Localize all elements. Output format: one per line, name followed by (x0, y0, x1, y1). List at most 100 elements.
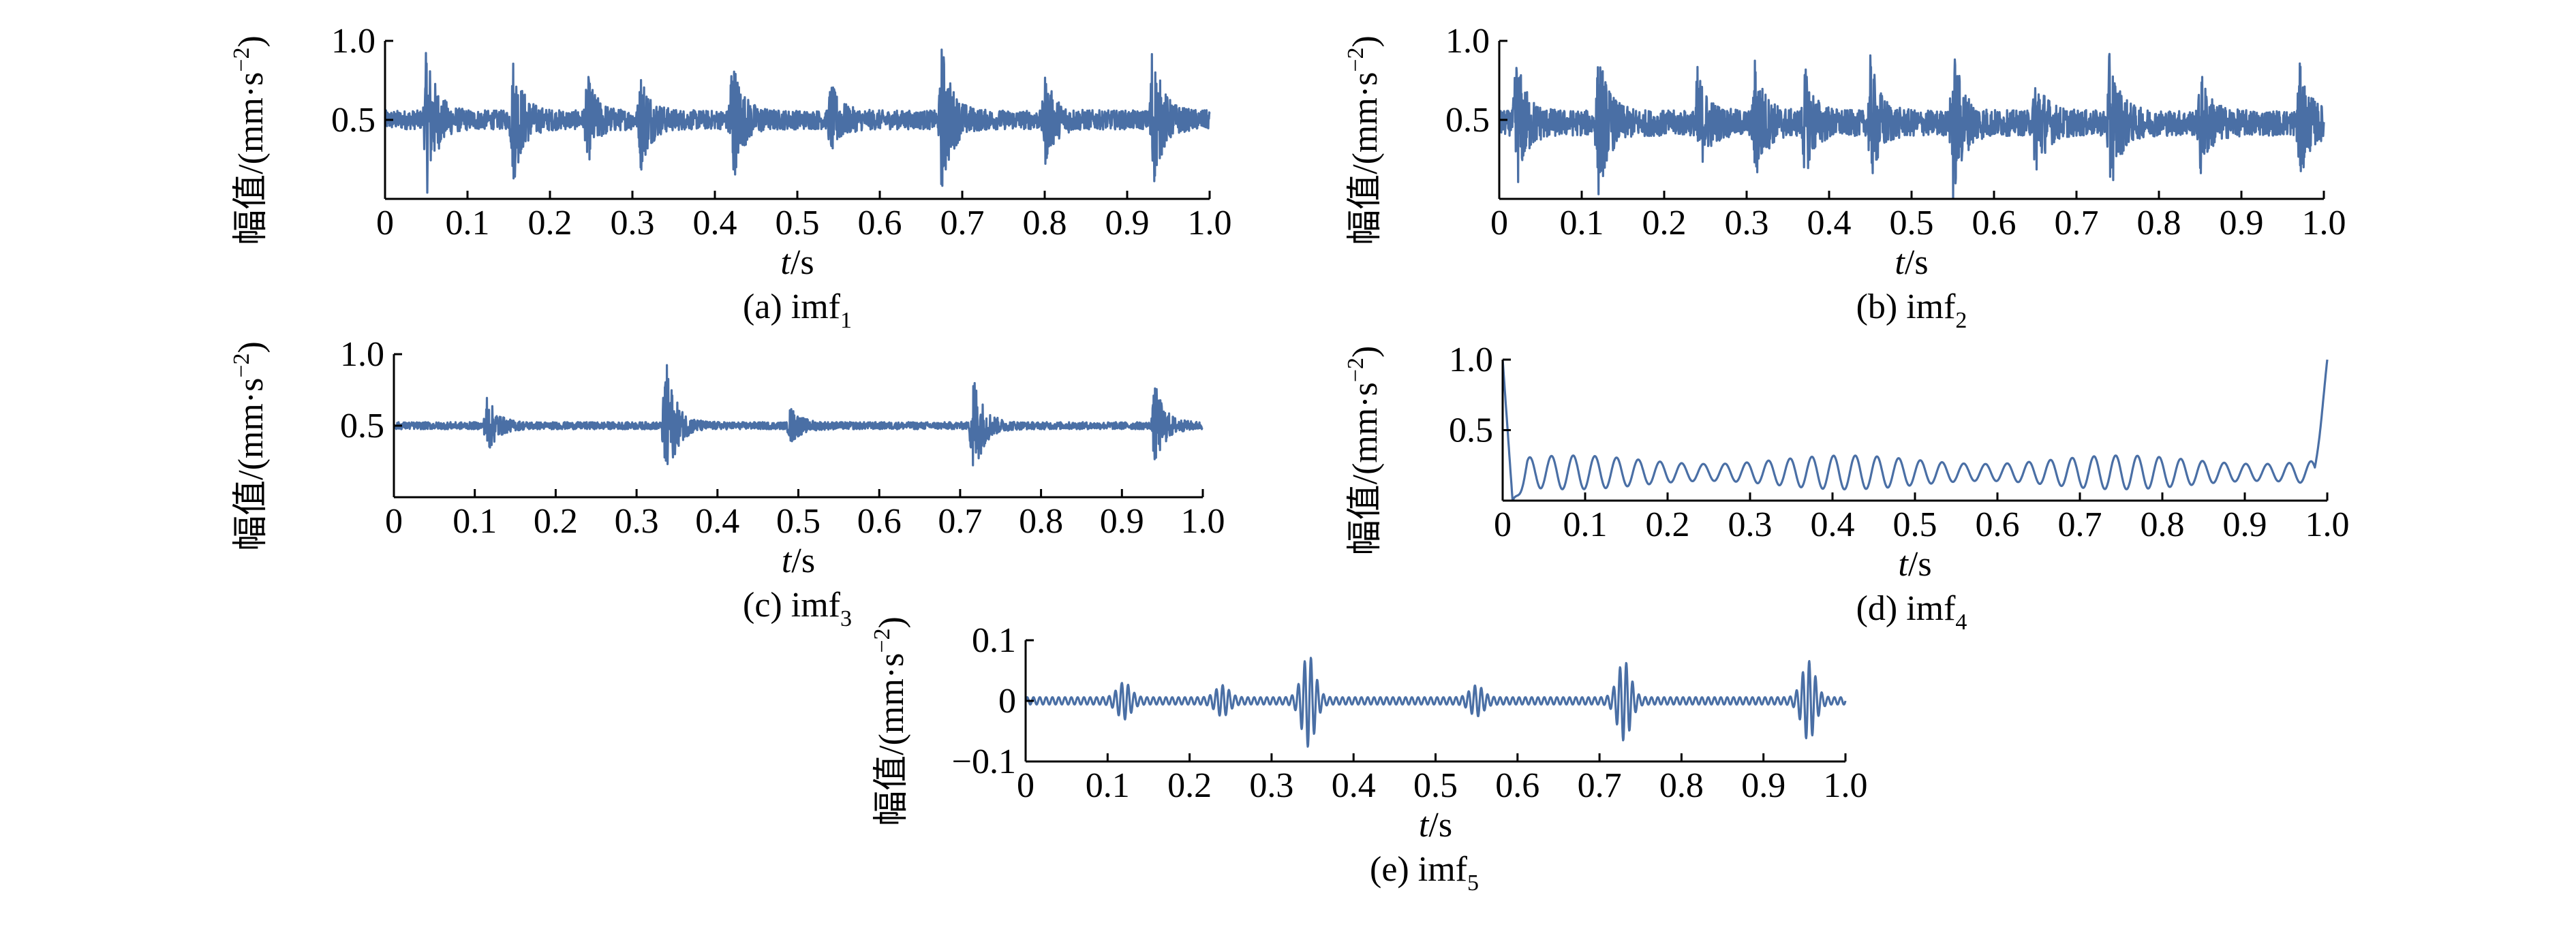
panel-caption: (c) imf3 (743, 586, 852, 631)
x-tick-label: 0.8 (1023, 204, 1067, 242)
y-tick-label: 1.0 (1445, 22, 1490, 61)
x-axis-label-unit: /s (791, 541, 815, 580)
y-axis-label-end: ) (1346, 35, 1385, 47)
y-tick-label: −0.1 (952, 742, 1016, 781)
x-tick-label: 0.6 (857, 502, 902, 541)
x-axis-label: t/s (1895, 243, 1928, 282)
x-axis-label-unit: /s (1428, 806, 1452, 845)
y-tick-label: 0.5 (340, 407, 384, 445)
y-axis-label: 幅值/(mm·s−2) (1343, 346, 1385, 556)
x-axis-label-var: t (1419, 806, 1430, 845)
x-tick-label: 0.9 (2223, 505, 2267, 544)
y-axis-label-end: ) (1346, 346, 1385, 358)
x-tick-label: 0.3 (1725, 204, 1769, 242)
panel-caption: (d) imf4 (1856, 589, 1967, 635)
y-tick-label: 0.5 (331, 101, 375, 140)
y-tick-label: 0 (998, 682, 1016, 721)
panel-caption: (e) imf5 (1370, 850, 1479, 896)
series-line (1498, 52, 2325, 200)
x-tick-label: 0.4 (693, 204, 737, 242)
x-tick-label: 0.9 (2220, 204, 2264, 242)
panel-caption: (a) imf1 (743, 287, 852, 333)
x-tick-label: 0.4 (1807, 204, 1852, 242)
chart-panel-2: 0 0.1 0.2 0.3 0.4 0.5 0.6 0.7 0.8 0.9 1.01.00.5t/s… (1343, 22, 2346, 333)
x-tick-label: 0.2 (1646, 505, 1690, 544)
x-tick-label: 0.9 (1741, 766, 1785, 805)
x-tick-label: 0.2 (1167, 766, 1212, 805)
x-tick-label: 0 (1490, 204, 1508, 242)
x-tick-label: 0.5 (776, 204, 820, 242)
y-axis-label-text: 幅值/(mm·s (232, 378, 271, 551)
x-tick-label: 0.7 (1578, 766, 1622, 805)
panel-caption: (b) imf2 (1856, 287, 1967, 333)
panel-caption-subscript: 5 (1467, 870, 1479, 896)
panel-caption-text: (b) imf (1856, 287, 1957, 326)
x-tick-label: 1.0 (1824, 766, 1868, 805)
x-tick-label: 0.1 (453, 502, 497, 541)
y-axis-label-text: 幅值/(mm·s (1346, 72, 1385, 245)
x-tick-label: 0.3 (611, 204, 655, 242)
x-axis-label-unit: /s (791, 243, 814, 282)
y-axis-label-end: ) (232, 341, 271, 353)
x-tick-label: 0.6 (858, 204, 902, 242)
y-axis-label: 幅值/(mm·s−2) (870, 616, 911, 826)
x-tick-label: 0.1 (446, 204, 490, 242)
y-axis-label: 幅值/(mm·s−2) (229, 35, 271, 245)
x-tick-label: 1.0 (1188, 204, 1232, 242)
chart-panel-3: 0 0.1 0.2 0.3 0.4 0.5 0.6 0.7 0.8 0.9 1.01.00.5t/s… (229, 335, 1225, 631)
x-tick-label: 0.6 (1976, 505, 2020, 544)
chart-panel-4: 0 0.1 0.2 0.3 0.4 0.5 0.6 0.7 0.8 0.9 1.01.00.5t/s… (1343, 341, 2350, 635)
x-tick-label: 0.8 (1659, 766, 1704, 805)
x-tick-label: 0.2 (528, 204, 572, 242)
y-axis-label-superscript: −2 (1343, 358, 1368, 382)
series-line (393, 364, 1204, 467)
x-tick-label: 0.7 (2055, 204, 2099, 242)
x-tick-label: 0 (1017, 766, 1034, 805)
series-line (1024, 657, 1847, 748)
y-axis-label: 幅值/(mm·s−2) (229, 341, 271, 551)
x-tick-label: 0.9 (1105, 204, 1150, 242)
x-tick-label: 0.6 (1495, 766, 1539, 805)
panel-caption-text: (a) imf (743, 287, 841, 326)
x-axis-label: t/s (1419, 806, 1452, 845)
x-tick-label: 0.7 (938, 502, 982, 541)
y-tick-label: 0.1 (972, 621, 1016, 660)
y-tick-label: 0.5 (1445, 101, 1490, 140)
x-tick-label: 0.5 (1890, 204, 1934, 242)
x-tick-label: 0.8 (2141, 505, 2185, 544)
x-tick-label: 0.9 (1100, 502, 1144, 541)
x-tick-label: 0.5 (776, 502, 821, 541)
x-tick-label: 0.5 (1413, 766, 1458, 805)
x-axis-label: t/s (1898, 545, 1931, 584)
x-tick-label: 0.4 (1811, 505, 1855, 544)
series-line (384, 48, 1211, 194)
x-tick-label: 0.1 (1563, 505, 1608, 544)
x-tick-label: 0.4 (1332, 766, 1376, 805)
y-axis-label-end: ) (232, 35, 271, 47)
x-tick-label: 0 (376, 204, 394, 242)
x-tick-label: 0 (1494, 505, 1512, 544)
x-tick-label: 0.7 (940, 204, 985, 242)
x-axis-label-unit: /s (1905, 243, 1929, 282)
y-axis-label-end: ) (872, 616, 911, 628)
x-tick-label: 0.8 (1019, 502, 1063, 541)
x-tick-label: 0.3 (615, 502, 659, 541)
panel-caption-subscript: 1 (840, 308, 852, 333)
x-tick-label: 0.8 (2137, 204, 2181, 242)
x-tick-label: 0.4 (695, 502, 739, 541)
x-axis-label-unit: /s (1908, 545, 1932, 584)
x-axis-label: t/s (782, 541, 815, 580)
x-tick-label: 0.6 (1972, 204, 2017, 242)
series-line (1501, 359, 2329, 501)
panel-caption-text: (c) imf (743, 586, 841, 625)
y-tick-label: 1.0 (1449, 341, 1493, 379)
chart-panel-1: 0 0.1 0.2 0.3 0.4 0.5 0.6 0.7 0.8 0.9 1.01.00.5t/s… (229, 22, 1232, 333)
x-axis-label: t/s (780, 243, 814, 282)
panel-caption-subscript: 2 (1955, 308, 1967, 333)
x-tick-label: 1.0 (2302, 204, 2346, 242)
x-tick-label: 0.1 (1560, 204, 1604, 242)
y-axis-label-superscript: −2 (1343, 47, 1368, 72)
y-axis-label-text: 幅值/(mm·s (872, 653, 911, 826)
x-axis-label-var: t (782, 541, 793, 580)
